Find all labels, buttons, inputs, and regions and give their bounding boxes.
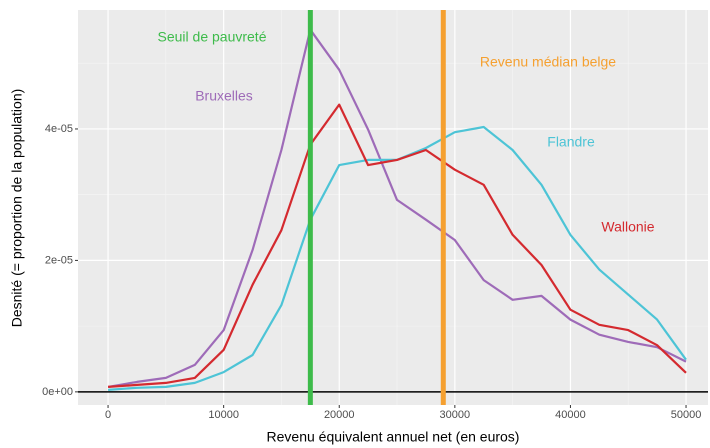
series-label: Flandre: [547, 134, 595, 150]
x-tick-label: 40000: [555, 409, 586, 421]
series-label: Wallonie: [601, 219, 654, 235]
y-tick-label: 4e-05: [45, 123, 73, 135]
x-axis-title: Revenu équivalent annuel net (en euros): [267, 429, 520, 445]
series-line: [107, 28, 687, 388]
x-tick-label: 20000: [324, 409, 355, 421]
y-tick-label: 2e-05: [45, 254, 73, 266]
x-tick-label: 50000: [671, 409, 702, 421]
x-tick-label: 30000: [440, 409, 471, 421]
reference-label: Seuil de pauvreté: [158, 29, 267, 45]
y-tick-label: 0e+00: [42, 386, 73, 398]
y-axis-title: Desnité (= proportion de la population): [9, 89, 25, 328]
x-tick-label: 0: [105, 409, 111, 421]
series-label: Bruxelles: [195, 88, 253, 104]
series-line: [108, 103, 687, 388]
reference-label: Revenu médian belge: [480, 54, 616, 70]
x-tick-label: 10000: [208, 409, 239, 421]
panel: [78, 10, 708, 405]
